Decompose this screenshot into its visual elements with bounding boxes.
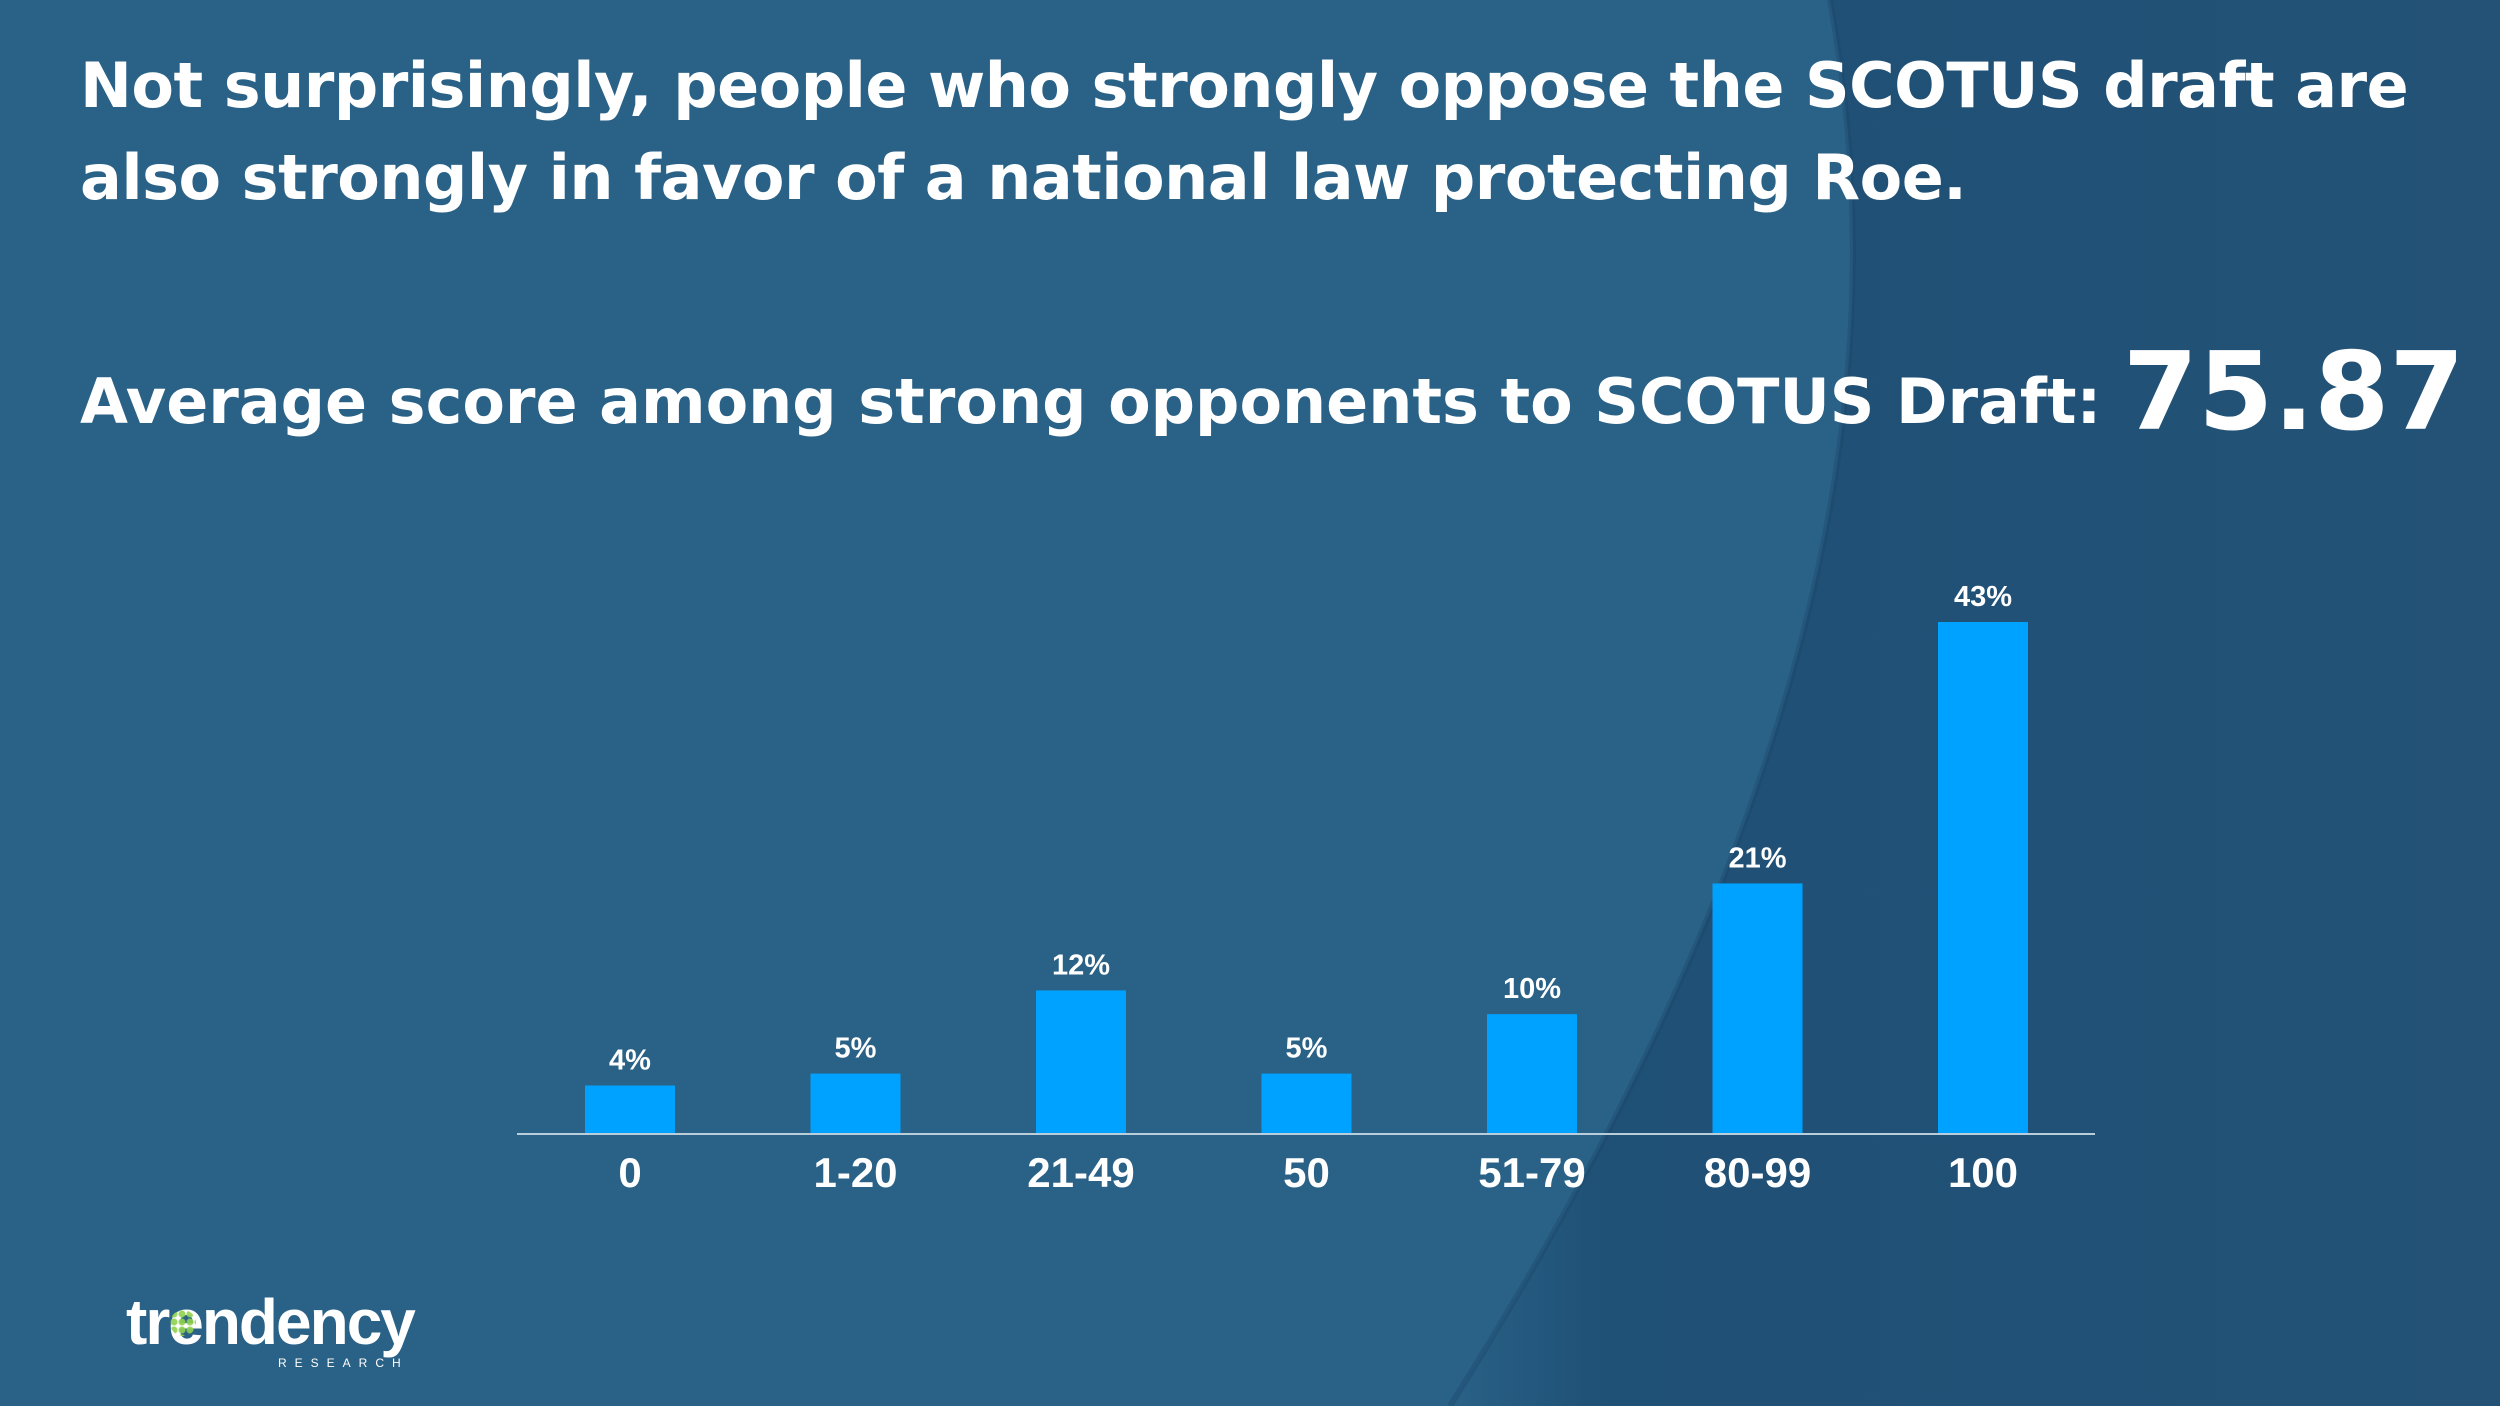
bar-0 xyxy=(585,1085,675,1133)
bar-100 xyxy=(1938,622,2028,1133)
data-label-100: 43% xyxy=(1954,581,2012,613)
logo-subtitle: RESEARCH xyxy=(278,1356,409,1370)
x-tick-label-100: 100 xyxy=(1948,1149,2018,1196)
x-tick-label-21-49: 21-49 xyxy=(1027,1149,1134,1196)
x-tick-label-0: 0 xyxy=(618,1149,641,1196)
x-tick-label-50: 50 xyxy=(1283,1149,1330,1196)
data-label-1-20: 5% xyxy=(835,1033,877,1065)
data-label-50: 5% xyxy=(1286,1033,1328,1065)
bar-21-49 xyxy=(1036,990,1126,1133)
headline: Not surprisingly, people who strongly op… xyxy=(80,49,2409,214)
x-tick-label-1-20: 1-20 xyxy=(813,1149,897,1196)
x-tick-label-51-79: 51-79 xyxy=(1478,1149,1585,1196)
data-label-51-79: 10% xyxy=(1503,973,1561,1005)
average-score-value: 75.87 xyxy=(2122,330,2465,455)
logo-dots-icon xyxy=(170,1310,196,1336)
data-label-80-99: 21% xyxy=(1728,842,1786,874)
bar-1-20 xyxy=(810,1073,901,1133)
x-tick-label-80-99: 80-99 xyxy=(1704,1149,1811,1196)
subhead: Average score among strong opponents to … xyxy=(80,330,2465,455)
bar-80-99 xyxy=(1712,883,1803,1133)
data-label-0: 4% xyxy=(609,1044,651,1076)
data-label-21-49: 12% xyxy=(1052,949,1110,981)
bar-50 xyxy=(1261,1073,1352,1133)
subhead-label: Average score among strong opponents to … xyxy=(80,365,2102,438)
bar-51-79 xyxy=(1487,1014,1577,1133)
trendency-logo: trendency RESEARCH xyxy=(126,1290,416,1370)
